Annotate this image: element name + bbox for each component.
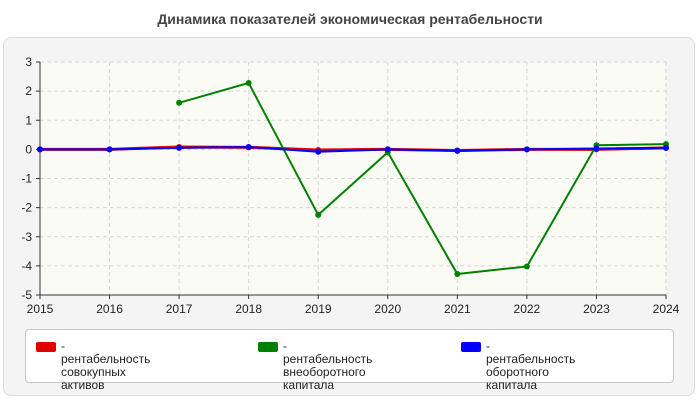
x-tick-label: 2021 xyxy=(444,302,471,316)
legend: - рентабельность совокупных активов - рен… xyxy=(25,329,674,392)
data-point-working-capital xyxy=(663,144,669,151)
x-tick-label: 2019 xyxy=(305,302,332,316)
x-tick-label: 2017 xyxy=(166,302,193,316)
y-tick-label: 0 xyxy=(25,142,32,156)
y-tick-label: -4 xyxy=(21,259,32,273)
x-tick-label: 2023 xyxy=(583,302,610,316)
x-tick-label: 2024 xyxy=(653,302,680,316)
data-point-fixed-capital xyxy=(176,99,183,106)
legend-label-fixed-capital: - рентабельность внеоборотного капитала xyxy=(283,339,373,392)
data-point-working-capital xyxy=(454,147,461,154)
data-point-fixed-capital xyxy=(245,79,252,86)
data-point-working-capital xyxy=(384,146,391,153)
x-tick-label: 2018 xyxy=(235,302,262,316)
y-tick-label: 3 xyxy=(25,55,32,69)
series-working-capital xyxy=(37,144,669,155)
x-tick-label: 2022 xyxy=(514,302,541,316)
data-point-working-capital xyxy=(176,144,183,151)
data-point-working-capital xyxy=(245,144,252,151)
legend-swatch-total-assets xyxy=(36,342,56,352)
y-tick-label: -1 xyxy=(21,172,32,186)
y-tick-label: -3 xyxy=(21,230,32,244)
legend-label-working-capital: - рентабельность оборотного капитала xyxy=(486,339,576,392)
legend-swatch-fixed-capital xyxy=(258,342,278,352)
y-tick-label: -5 xyxy=(21,288,32,302)
series-line-fixed-capital xyxy=(178,81,667,276)
data-point-fixed-capital xyxy=(454,271,461,278)
data-point-working-capital xyxy=(106,146,113,153)
x-tick-label: 2015 xyxy=(27,302,54,316)
y-tick-label: -2 xyxy=(21,201,32,215)
data-point-fixed-capital xyxy=(315,211,322,218)
legend-label-total-assets: - рентабельность совокупных активов xyxy=(61,339,151,392)
y-tick-label: 2 xyxy=(25,84,32,98)
data-point-working-capital xyxy=(315,148,322,155)
data-point-working-capital xyxy=(523,146,530,153)
x-tick-label: 2020 xyxy=(374,302,401,316)
data-point-fixed-capital xyxy=(523,263,530,270)
x-tick-label: 2016 xyxy=(96,302,123,316)
data-point-working-capital xyxy=(593,145,600,152)
legend-swatch-working-capital xyxy=(461,342,481,352)
series-line-working-capital xyxy=(40,146,667,153)
y-tick-label: 1 xyxy=(25,113,32,127)
chart-title: Динамика показателей экономическая рента… xyxy=(157,11,543,27)
data-point-working-capital xyxy=(37,146,43,153)
